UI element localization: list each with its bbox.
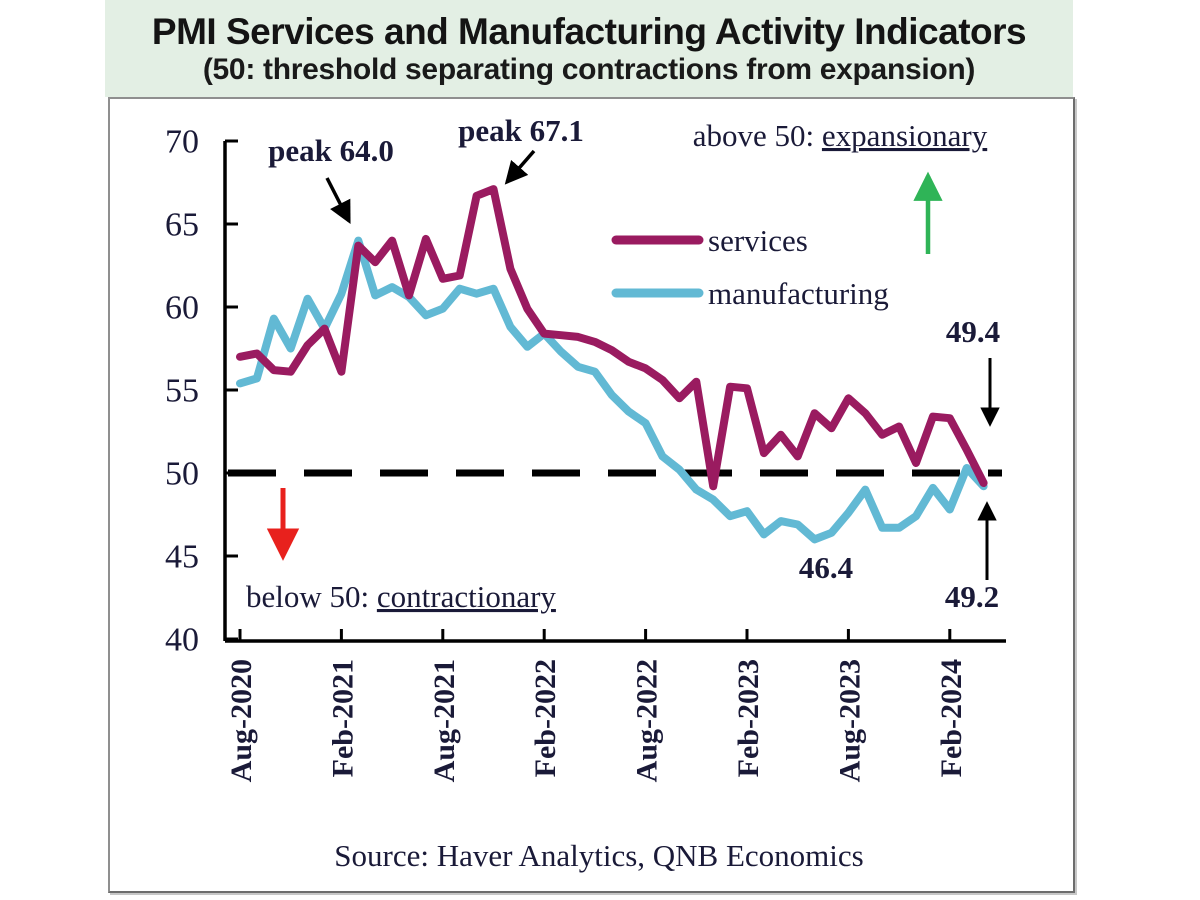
below-50-label: below 50: contractionary [246, 579, 556, 614]
y-tick-label: 40 [165, 622, 199, 659]
x-axis-ticks: Aug-2020 Feb-2021 Aug-2021 Feb-2022 Aug-2022… [225, 629, 968, 782]
x-tick-label: Aug-2023 [833, 659, 866, 782]
above-50-prefix: above 50: [693, 118, 822, 153]
chart-panel [108, 97, 1075, 893]
legend-services-label: services [708, 223, 808, 258]
peak-67-label: peak 67.1 [458, 113, 584, 148]
data-series [236, 185, 988, 544]
y-tick-label: 50 [165, 456, 199, 493]
below-50-prefix: below 50: [246, 579, 377, 614]
x-tick-label: Feb-2021 [326, 659, 359, 777]
chart-title: PMI Services and Manufacturing Activity … [151, 10, 1027, 52]
y-tick-label: 65 [165, 207, 199, 244]
series-line-manufacturing [236, 236, 988, 544]
x-tick-label: Aug-2021 [428, 659, 461, 782]
source-line: Source: Haver Analytics, QNB Economics [334, 838, 863, 873]
legend-manufacturing-label: manufacturing [708, 276, 889, 311]
above-50-label: above 50: expansionary [693, 118, 988, 153]
x-tick-label: Feb-2024 [935, 659, 968, 777]
above-50-word: expansionary [822, 118, 988, 153]
x-tick-label: Feb-2023 [732, 659, 765, 777]
manufacturing-low-value-label: 46.4 [799, 550, 853, 585]
chart-subtitle: (50: threshold separating contractions f… [202, 53, 976, 87]
peak-64-label: peak 64.0 [268, 133, 394, 168]
y-axis-ticks: 70 65 60 55 50 45 40 [165, 124, 238, 659]
x-tick-label: Aug-2022 [631, 659, 664, 782]
y-tick-label: 60 [165, 290, 199, 327]
below-50-word: contractionary [377, 579, 557, 614]
y-tick-label: 45 [165, 539, 199, 576]
x-tick-label: Aug-2020 [225, 659, 258, 782]
services-last-value-label: 49.4 [946, 314, 1000, 349]
x-tick-label: Feb-2022 [529, 659, 562, 777]
legend: services manufacturing [611, 223, 889, 311]
y-tick-label: 70 [165, 124, 199, 161]
manufacturing-last-value-label: 49.2 [945, 579, 999, 614]
y-tick-label: 55 [165, 373, 199, 410]
peak-67-arrow [504, 149, 536, 185]
chart-header: PMI Services and Manufacturing Activity … [105, 0, 1073, 97]
series-line-services [236, 185, 988, 491]
peak-64-arrow [325, 177, 351, 225]
